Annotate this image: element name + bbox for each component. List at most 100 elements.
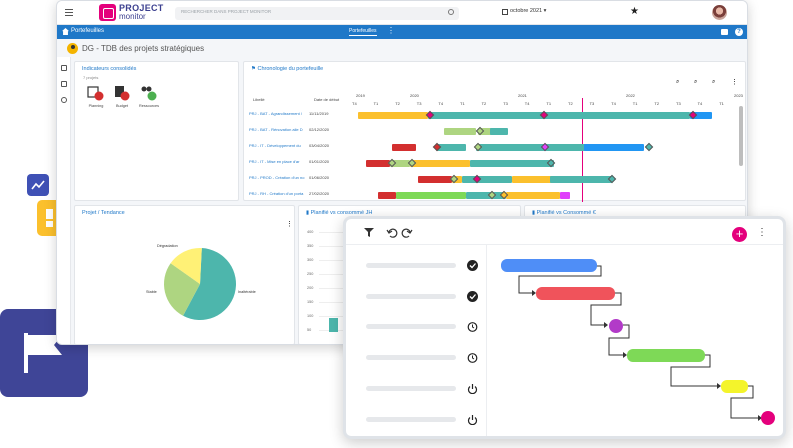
grid-rail-icon[interactable]: [61, 81, 67, 87]
star-icon[interactable]: ★: [630, 6, 639, 17]
resources-indicator-icon[interactable]: [138, 83, 158, 103]
gantt-bar[interactable]: [490, 128, 508, 135]
gantt-row-date: 01/06/2020: [309, 175, 330, 180]
gantt-bar[interactable]: [428, 112, 690, 119]
pie-slice[interactable]: [164, 263, 200, 316]
gantt-bar[interactable]: [560, 192, 570, 199]
gantt-bar[interactable]: [444, 128, 476, 135]
home-rail-icon[interactable]: [61, 65, 67, 71]
y-grid-line: [319, 316, 359, 317]
gantt-bar[interactable]: [410, 160, 470, 167]
quarter-label: T3: [416, 101, 422, 106]
done-icon: [467, 260, 478, 271]
zoom-icon-2[interactable]: ⌕: [694, 79, 698, 85]
gantt-bar[interactable]: [366, 160, 390, 167]
y-tick-label: 100: [307, 314, 314, 318]
logo-subtext: monitor: [119, 12, 146, 21]
planned-hours-title-text: Planifié vs consommé JH: [310, 210, 373, 216]
add-button[interactable]: +: [732, 227, 747, 242]
zoom-out-icon[interactable]: ⌕: [712, 79, 716, 85]
gantt-bar[interactable]: [584, 144, 644, 151]
gantt-row-label[interactable]: PRJ - RH - Création d'un porta: [249, 191, 304, 196]
gantt-bar[interactable]: [470, 160, 554, 167]
alarm-icon: [467, 322, 478, 332]
page-header: DG - TDB des projets stratégiques: [57, 39, 747, 57]
gantt-bar[interactable]: [512, 176, 582, 183]
quarter-label: T1: [373, 101, 379, 106]
gantt-milestone[interactable]: [644, 142, 654, 152]
gear-rail-icon[interactable]: [61, 97, 67, 103]
gantt-panel: ⚑ Chronologie du portefeuille ⌕ ⌕ ⌕ ⋮ Li…: [243, 61, 746, 202]
gantt-bar[interactable]: [392, 144, 416, 151]
more-icon[interactable]: ⋮: [387, 26, 395, 35]
search-input[interactable]: RECHERCHER DANS PROJECT MONITOR: [175, 7, 459, 20]
gantt-row-label[interactable]: PRJ - BAT - Rénovation aile D: [249, 127, 303, 132]
menu-icon[interactable]: [65, 9, 73, 16]
gantt-row-label[interactable]: PRJ - PROD - Création d'un no: [249, 175, 305, 180]
planned-hours-title: ▮ Planifié vs consommé JH: [306, 210, 372, 216]
zoom-in-icon[interactable]: ⌕: [676, 79, 680, 85]
y-tick-label: 200: [307, 286, 314, 290]
quarter-label: T3: [589, 101, 595, 106]
gantt-bar[interactable]: [378, 192, 396, 199]
undo-icon[interactable]: [386, 227, 398, 239]
gantt-bar[interactable]: [506, 192, 560, 199]
tab-portefeuilles[interactable]: Portefeuilles: [349, 28, 377, 36]
pie-label-degradation: Dégradation: [157, 244, 178, 248]
date-selector-label: octobre 2021: [510, 8, 543, 14]
task-line-3: [366, 324, 456, 329]
y-tick-label: 400: [307, 230, 314, 234]
card-more-icon[interactable]: ⋮: [757, 227, 767, 238]
milestone-pink[interactable]: [761, 411, 775, 425]
help-icon[interactable]: ?: [735, 28, 743, 36]
quarter-label: T4: [524, 101, 530, 106]
gantt-more-icon[interactable]: ⋮: [731, 79, 738, 86]
gantt-bar[interactable]: [396, 192, 466, 199]
gantt-row-label[interactable]: PRJ - BAT - Agrandissement /: [249, 111, 302, 116]
search-icon[interactable]: [448, 9, 454, 15]
y-tick-label: 350: [307, 244, 314, 248]
home-icon[interactable]: [62, 28, 69, 35]
calendar-icon: [502, 9, 508, 15]
col-label-header: Libellé: [253, 97, 265, 102]
chat-icon[interactable]: [721, 29, 728, 35]
task-line-4: [366, 355, 456, 360]
task-bar-blue[interactable]: [501, 259, 597, 272]
milestone-purple[interactable]: [609, 319, 623, 333]
pie-slice[interactable]: [183, 248, 236, 320]
task-bar-red[interactable]: [536, 287, 615, 300]
task-bar-yellow[interactable]: [721, 380, 748, 393]
pie-slice[interactable]: [170, 248, 202, 284]
power-icon: [467, 384, 478, 394]
gantt-bar[interactable]: [550, 176, 612, 183]
quarter-label: T1: [719, 101, 724, 106]
gantt-bar[interactable]: [462, 176, 512, 183]
chart-small-icon: ▮: [306, 210, 311, 216]
redo-icon[interactable]: [401, 227, 413, 239]
gantt-scrollbar[interactable]: [739, 106, 743, 166]
gantt-bar[interactable]: [478, 128, 492, 135]
indicators-title: Indicateurs consolidés: [82, 66, 137, 72]
trend-pie-chart: [164, 248, 236, 320]
filter-icon[interactable]: [363, 226, 375, 238]
gantt-row-label[interactable]: PRJ - IT - Mise en place d'ar: [249, 159, 300, 164]
gantt-bar[interactable]: [690, 112, 712, 119]
planning-indicator-icon[interactable]: [86, 83, 106, 103]
date-selector[interactable]: octobre 2021 ▾: [510, 8, 547, 14]
gantt-bar[interactable]: [358, 112, 428, 119]
task-bar-green[interactable]: [627, 349, 705, 362]
gantt-bar[interactable]: [418, 176, 452, 183]
trend-more-icon[interactable]: ⋮: [286, 221, 293, 228]
gantt-bar[interactable]: [466, 192, 506, 199]
year-label: 2021: [518, 93, 527, 98]
logo-text: PROJECT: [119, 3, 164, 13]
y-grid-line: [319, 260, 359, 261]
gantt-row-label[interactable]: PRJ - IT - Développement du: [249, 143, 301, 148]
avatar[interactable]: [712, 5, 727, 20]
left-rail: [57, 57, 71, 344]
gantt-bar[interactable]: [390, 160, 410, 167]
gantt-bar[interactable]: [436, 144, 466, 151]
flag-icon: [24, 333, 62, 373]
budget-indicator-icon[interactable]: [112, 83, 132, 103]
